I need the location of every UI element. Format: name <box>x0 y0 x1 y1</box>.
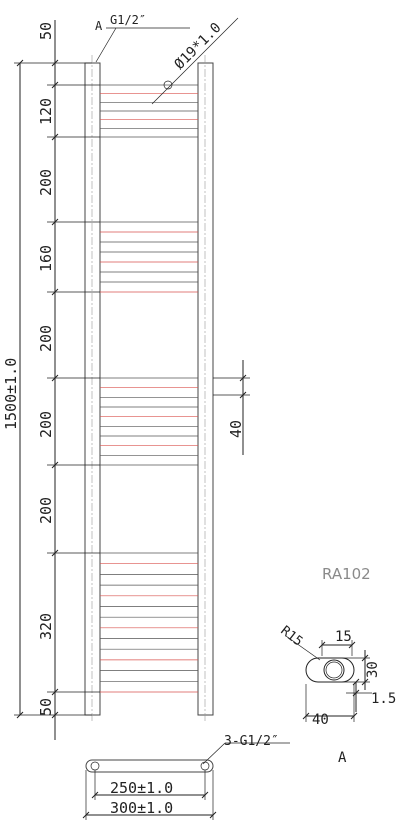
bar-gap-dimension: 40 <box>213 360 250 455</box>
crossbar-group <box>100 84 198 693</box>
detail-depth-label: 40 <box>312 712 329 728</box>
detail-width-label: 15 <box>335 629 352 645</box>
top-inlet-callout: G1/2″ <box>110 13 146 27</box>
bar-gap-label: 40 <box>227 420 245 438</box>
detail-outer-shape <box>305 657 355 683</box>
detail-radius-label: R15 <box>278 623 306 649</box>
segment-1-label: 120 <box>37 98 55 125</box>
top-offset-label: 50 <box>37 22 55 40</box>
left-dimension-chain: 1500±1.0 50 120 200 160 200 200 200 320 … <box>2 20 100 740</box>
segment-2-label: 200 <box>37 169 55 196</box>
bottom-plan-view: 3-G1/2″ 250±1.0 300±1.0 <box>82 734 290 820</box>
bottom-inlets-callout: 3-G1/2″ <box>224 734 279 749</box>
bottom-offset-label: 50 <box>37 698 55 716</box>
top-callouts: A G1/2″ Ø19*1.0 <box>95 13 239 105</box>
model-code: RA102 <box>322 565 371 583</box>
segment-7-label: 320 <box>37 613 55 640</box>
total-height-label: 1500±1.0 <box>2 358 20 430</box>
plan-bar-body <box>85 759 214 773</box>
centers-dimension-label: 250±1.0 <box>110 779 173 797</box>
view-marker-a: A <box>95 19 103 33</box>
towel-rail-front-view <box>84 55 214 722</box>
left-vertical-rail <box>84 62 101 716</box>
right-vertical-rail <box>197 62 214 716</box>
segment-3-label: 160 <box>37 245 55 272</box>
tube-section-circle <box>163 80 173 90</box>
segment-5-label: 200 <box>37 411 55 438</box>
detail-wall-label: 1.5 <box>371 691 396 707</box>
detail-view-a: R15 15 30 1.5 40 A <box>278 623 397 766</box>
detail-inner-tube <box>323 659 345 681</box>
detail-caption: A <box>338 750 347 766</box>
segment-6-label: 200 <box>37 497 55 524</box>
width-dimension-label: 300±1.0 <box>110 799 173 817</box>
detail-inner-tube-bore <box>325 661 343 679</box>
segment-4-label: 200 <box>37 325 55 352</box>
detail-height-label: 30 <box>365 661 381 678</box>
